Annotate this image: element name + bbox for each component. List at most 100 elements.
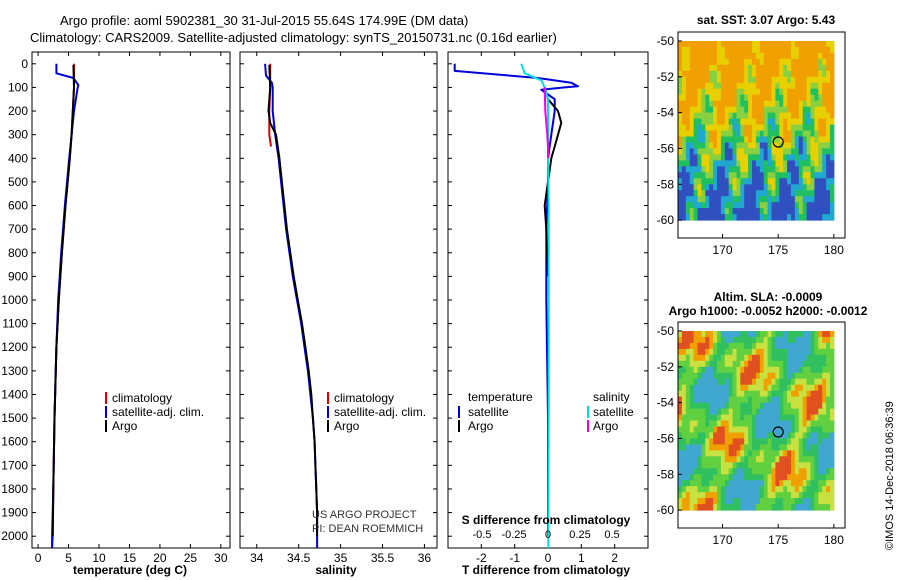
- map-cell: [830, 70, 835, 78]
- map-cell: [818, 112, 823, 120]
- map-cell: [759, 88, 765, 96]
- map-cell: [685, 154, 691, 161]
- map-cell: [693, 58, 698, 66]
- map-cell: [822, 52, 827, 60]
- map-cell: [779, 408, 784, 416]
- map-cell: [678, 396, 683, 404]
- map-cell: [798, 202, 804, 209]
- map-cell: [791, 378, 796, 386]
- map-cell: [755, 76, 761, 84]
- map-cell: [744, 82, 749, 90]
- map-cell: [779, 154, 784, 161]
- map-cell: [822, 360, 827, 368]
- map-cell: [814, 202, 819, 209]
- map-cell: [720, 124, 726, 132]
- map-cell: [713, 396, 718, 404]
- series-line-salinity-satellite: [520, 63, 550, 548]
- map-cell: [678, 462, 683, 469]
- map-cell: [689, 178, 695, 185]
- map-cell: [697, 354, 702, 362]
- map-cell: [755, 420, 761, 427]
- map-cell: [810, 124, 815, 132]
- map-cell: [728, 148, 734, 155]
- map-cell: [779, 474, 784, 481]
- map-cell: [794, 408, 800, 416]
- map-cell: [779, 184, 784, 191]
- map-cell: [732, 154, 737, 161]
- map-cell: [752, 52, 757, 60]
- map-cell: [814, 468, 819, 475]
- map-cell: [810, 384, 815, 392]
- map-cell: [713, 486, 718, 493]
- map-cell: [728, 342, 734, 350]
- map-cell: [724, 331, 730, 338]
- map-cell: [794, 64, 800, 72]
- map-cell: [759, 456, 765, 463]
- map-cell: [693, 462, 698, 469]
- map-cell: [685, 106, 691, 114]
- map-cell: [697, 414, 702, 422]
- map-cell: [681, 94, 687, 102]
- map-cell: [814, 214, 819, 221]
- map-cell: [783, 52, 788, 60]
- map-cell: [728, 498, 734, 505]
- sla-map-subtitle: Argo h1000: -0.0052 h2000: -0.0012: [669, 304, 868, 318]
- map-cell: [736, 190, 741, 197]
- map-cell: [779, 354, 784, 362]
- map-cell: [732, 190, 737, 197]
- map-cell: [779, 118, 784, 126]
- map-cell: [814, 384, 819, 392]
- map-cell: [763, 202, 769, 209]
- map-cell: [783, 142, 788, 149]
- map-cell: [701, 354, 706, 362]
- map-cell: [724, 462, 730, 469]
- map-cell: [752, 378, 757, 386]
- map-cell: [724, 492, 730, 499]
- map-cell: [689, 196, 695, 203]
- map-cell: [767, 426, 772, 433]
- map-cell: [755, 41, 761, 48]
- map-cell: [732, 462, 737, 469]
- map-cell: [763, 118, 769, 126]
- map-cell: [678, 214, 683, 221]
- map-cell: [720, 486, 726, 493]
- map-cell: [818, 390, 823, 398]
- map-cell: [775, 450, 780, 457]
- map-cell: [814, 420, 819, 427]
- map-cell: [826, 372, 831, 380]
- map-cell: [806, 208, 811, 215]
- map-cell: [794, 378, 800, 386]
- map-cell: [728, 196, 734, 203]
- map-cell: [693, 492, 698, 499]
- map-cell: [740, 480, 745, 487]
- map-cell: [732, 76, 737, 84]
- map-cell: [759, 124, 765, 132]
- map-cell: [681, 366, 687, 374]
- map-cell: [810, 142, 815, 149]
- map-cell: [736, 474, 741, 481]
- map-cell: [783, 166, 788, 173]
- map-cell: [810, 438, 815, 445]
- map-cell: [798, 348, 804, 356]
- map-cell: [689, 88, 695, 96]
- map-cell: [767, 336, 772, 344]
- map-cell: [826, 184, 831, 191]
- map-cell: [759, 354, 765, 362]
- map-cell: [779, 444, 784, 451]
- map-cell: [775, 124, 780, 132]
- map-cell: [689, 504, 695, 511]
- map-cell: [724, 94, 730, 102]
- map-cell: [759, 360, 765, 368]
- map-cell: [720, 76, 726, 84]
- map-cell: [810, 88, 815, 96]
- map-cell: [717, 348, 722, 356]
- map-cell: [767, 462, 772, 469]
- map-cell: [791, 112, 796, 120]
- map-cell: [830, 384, 835, 392]
- map-cell: [728, 468, 734, 475]
- map-cell: [752, 94, 757, 102]
- map-cell: [826, 462, 831, 469]
- map-cell: [763, 360, 769, 368]
- temperature-series: [51, 63, 80, 548]
